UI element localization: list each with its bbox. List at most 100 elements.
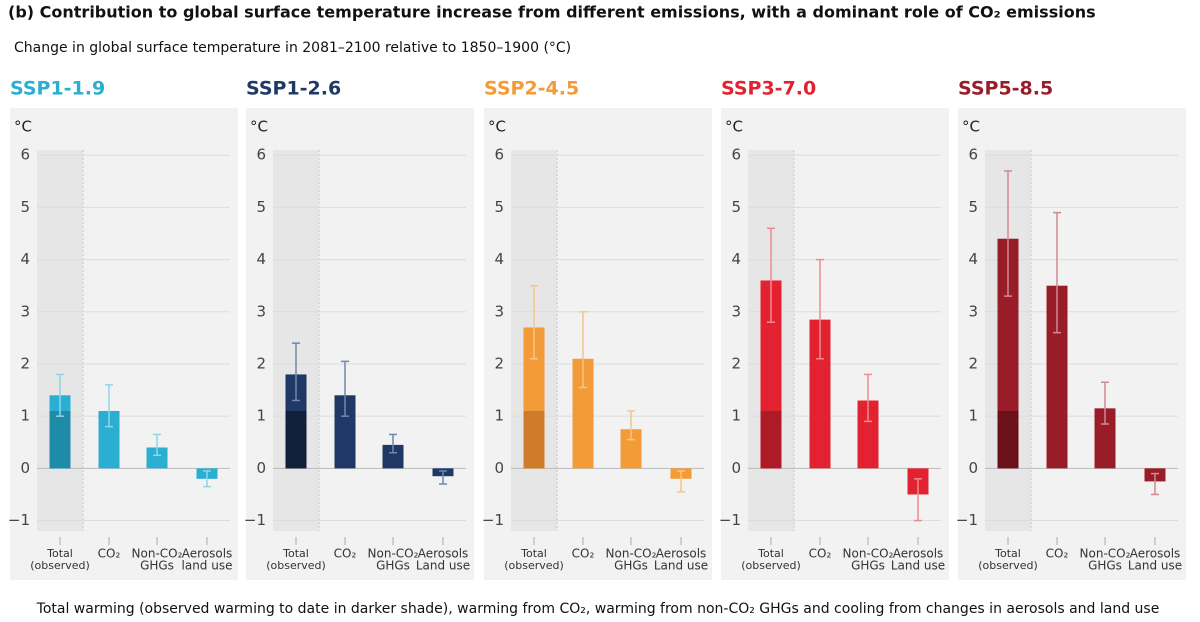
figure-subtitle: Change in global surface temperature in … xyxy=(14,40,571,56)
bar xyxy=(98,410,120,469)
x-tick-label: Total xyxy=(282,547,309,560)
y-tick-label: 4 xyxy=(494,250,504,268)
x-tick-label: (observed) xyxy=(266,559,326,572)
x-tick-label: (observed) xyxy=(978,559,1038,572)
y-tick-label: 1 xyxy=(494,407,504,425)
y-tick-label: 5 xyxy=(256,198,266,216)
y-tick-label: 2 xyxy=(494,354,504,372)
y-tick-label: 5 xyxy=(731,198,741,216)
y-tick-label: 1 xyxy=(731,407,741,425)
x-tick-label: Aerosols xyxy=(418,547,469,561)
panel-title: SSP3-7.0 xyxy=(721,78,816,100)
y-axis-label: °C xyxy=(14,118,32,136)
y-tick-label: 4 xyxy=(968,250,978,268)
x-tick-label: CO₂ xyxy=(98,547,121,561)
y-tick-label: 1 xyxy=(968,407,978,425)
x-tick-label: (observed) xyxy=(30,559,90,572)
bar xyxy=(146,447,168,469)
observed-bar xyxy=(49,410,71,469)
y-tick-label: 3 xyxy=(20,302,30,320)
x-tick-label: (observed) xyxy=(504,559,564,572)
panel-title: SSP1-1.9 xyxy=(10,78,105,100)
y-tick-label: 3 xyxy=(731,302,741,320)
x-tick-label: Total xyxy=(46,547,73,560)
x-tick-label: Land use xyxy=(654,559,708,573)
x-tick-label: CO₂ xyxy=(572,547,595,561)
bar xyxy=(382,444,404,469)
figure-title: (b) Contribution to global surface tempe… xyxy=(8,3,1096,22)
y-tick-label: −1 xyxy=(482,511,504,529)
x-tick-label: GHGs xyxy=(614,559,648,573)
y-tick-label: −1 xyxy=(8,511,30,529)
observed-bar xyxy=(997,410,1019,469)
bar xyxy=(1046,285,1068,469)
x-tick-label: Aerosols xyxy=(656,547,707,561)
y-axis-label: °C xyxy=(250,118,268,136)
x-tick-label: CO₂ xyxy=(809,547,832,561)
x-tick-label: Non-CO₂ xyxy=(132,547,183,561)
y-tick-label: 0 xyxy=(256,459,266,477)
x-tick-label: Non-CO₂ xyxy=(606,547,657,561)
x-tick-label: GHGs xyxy=(851,559,885,573)
y-tick-label: 5 xyxy=(968,198,978,216)
x-tick-label: CO₂ xyxy=(334,547,357,561)
x-tick-label: GHGs xyxy=(140,559,174,573)
panel-title: SSP5-8.5 xyxy=(958,78,1053,100)
bar xyxy=(1094,408,1116,469)
y-tick-label: 2 xyxy=(968,354,978,372)
x-tick-label: Land use xyxy=(891,559,945,573)
y-tick-label: 2 xyxy=(731,354,741,372)
figure-caption: Total warming (observed warming to date … xyxy=(36,601,1160,617)
panel-title: SSP2-4.5 xyxy=(484,78,579,100)
x-tick-label: Aerosols xyxy=(893,547,944,561)
x-tick-label: GHGs xyxy=(376,559,410,573)
panel-title: SSP1-2.6 xyxy=(246,78,341,100)
observed-bar xyxy=(760,410,782,469)
y-tick-label: 3 xyxy=(968,302,978,320)
y-tick-label: 5 xyxy=(494,198,504,216)
x-tick-label: Land use xyxy=(416,559,470,573)
observed-bar xyxy=(523,410,545,469)
x-tick-label: Non-CO₂ xyxy=(843,547,894,561)
y-tick-label: 5 xyxy=(20,198,30,216)
y-tick-label: −1 xyxy=(956,511,978,529)
x-tick-label: Aerosols xyxy=(1130,547,1181,561)
y-tick-label: 6 xyxy=(20,146,30,164)
x-tick-label: CO₂ xyxy=(1046,547,1069,561)
y-tick-label: 4 xyxy=(20,250,30,268)
y-axis-label: °C xyxy=(962,118,980,136)
x-tick-label: Aerosols xyxy=(182,547,233,561)
x-tick-label: GHGs xyxy=(1088,559,1122,573)
y-tick-label: −1 xyxy=(719,511,741,529)
bar xyxy=(334,395,356,469)
y-tick-label: 0 xyxy=(968,459,978,477)
x-tick-label: Non-CO₂ xyxy=(1080,547,1131,561)
y-tick-label: 0 xyxy=(731,459,741,477)
x-tick-label: Land use xyxy=(1128,559,1182,573)
bar xyxy=(857,400,879,469)
y-tick-label: 6 xyxy=(731,146,741,164)
y-tick-label: 4 xyxy=(256,250,266,268)
y-tick-label: 6 xyxy=(968,146,978,164)
y-axis-label: °C xyxy=(488,118,506,136)
y-tick-label: 1 xyxy=(256,407,266,425)
y-tick-label: 1 xyxy=(20,407,30,425)
bar xyxy=(572,358,594,469)
x-tick-label: Total xyxy=(994,547,1021,560)
y-tick-label: 6 xyxy=(494,146,504,164)
x-tick-label: (observed) xyxy=(741,559,801,572)
x-tick-label: Total xyxy=(520,547,547,560)
y-tick-label: 6 xyxy=(256,146,266,164)
bar xyxy=(809,319,831,469)
x-tick-label: Total xyxy=(757,547,784,560)
y-tick-label: 0 xyxy=(20,459,30,477)
x-tick-label: land use xyxy=(182,559,233,573)
y-tick-label: 3 xyxy=(494,302,504,320)
bar xyxy=(620,429,642,469)
y-tick-label: 0 xyxy=(494,459,504,477)
y-tick-label: 2 xyxy=(256,354,266,372)
y-tick-label: 4 xyxy=(731,250,741,268)
x-tick-label: Non-CO₂ xyxy=(368,547,419,561)
y-tick-label: −1 xyxy=(244,511,266,529)
